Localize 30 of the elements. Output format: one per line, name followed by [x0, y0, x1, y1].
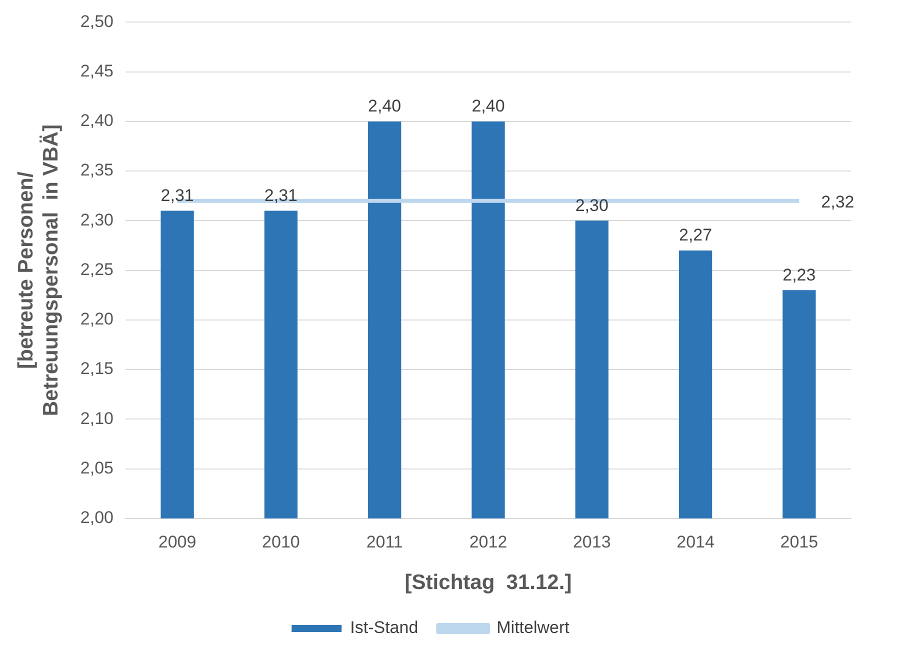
x-tick-label: 2015	[780, 532, 818, 552]
y-tick-label: 2,15	[80, 359, 114, 378]
y-tick-label: 2,20	[80, 310, 114, 329]
data-label: 2,31	[264, 186, 298, 205]
x-tick-label: 2011	[366, 532, 403, 552]
data-label: 2,32	[821, 192, 854, 212]
x-tick-label: 2013	[572, 532, 611, 552]
y-tick-label: 2,30	[80, 210, 114, 230]
x-tick-label: 2012	[469, 532, 508, 552]
data-label: 2,40	[472, 96, 505, 116]
y-tick-label: 2,40	[80, 111, 114, 130]
data-label: 2,40	[368, 96, 402, 116]
legend-label: Mittelwert	[496, 618, 570, 638]
data-label: 2,27	[678, 226, 712, 245]
y-axis-title: [betreute Personen/ Betreuungspersonal in VBÄ]	[14, 124, 63, 416]
x-tick-label: 2014	[676, 532, 714, 552]
y-tick-label: 2,50	[80, 12, 114, 31]
y-tick-label: 2,05	[80, 458, 114, 478]
legend-label: Ist-Stand	[350, 618, 418, 638]
x-tick-label: 2010	[262, 532, 300, 552]
y-tick-label: 2,10	[80, 408, 114, 428]
x-axis-title: [Stichtag 31.12.]	[404, 571, 572, 594]
y-tick-label: 2,00	[80, 508, 114, 528]
y-tick-label: 2,25	[80, 260, 114, 279]
data-label: 2,30	[575, 196, 608, 215]
data-label: 2,23	[782, 265, 816, 284]
data-label: 2,31	[160, 186, 194, 205]
x-tick-label: 2009	[158, 532, 196, 552]
y-tick-label: 2,35	[80, 160, 114, 180]
y-tick-label: 2,45	[80, 62, 114, 81]
